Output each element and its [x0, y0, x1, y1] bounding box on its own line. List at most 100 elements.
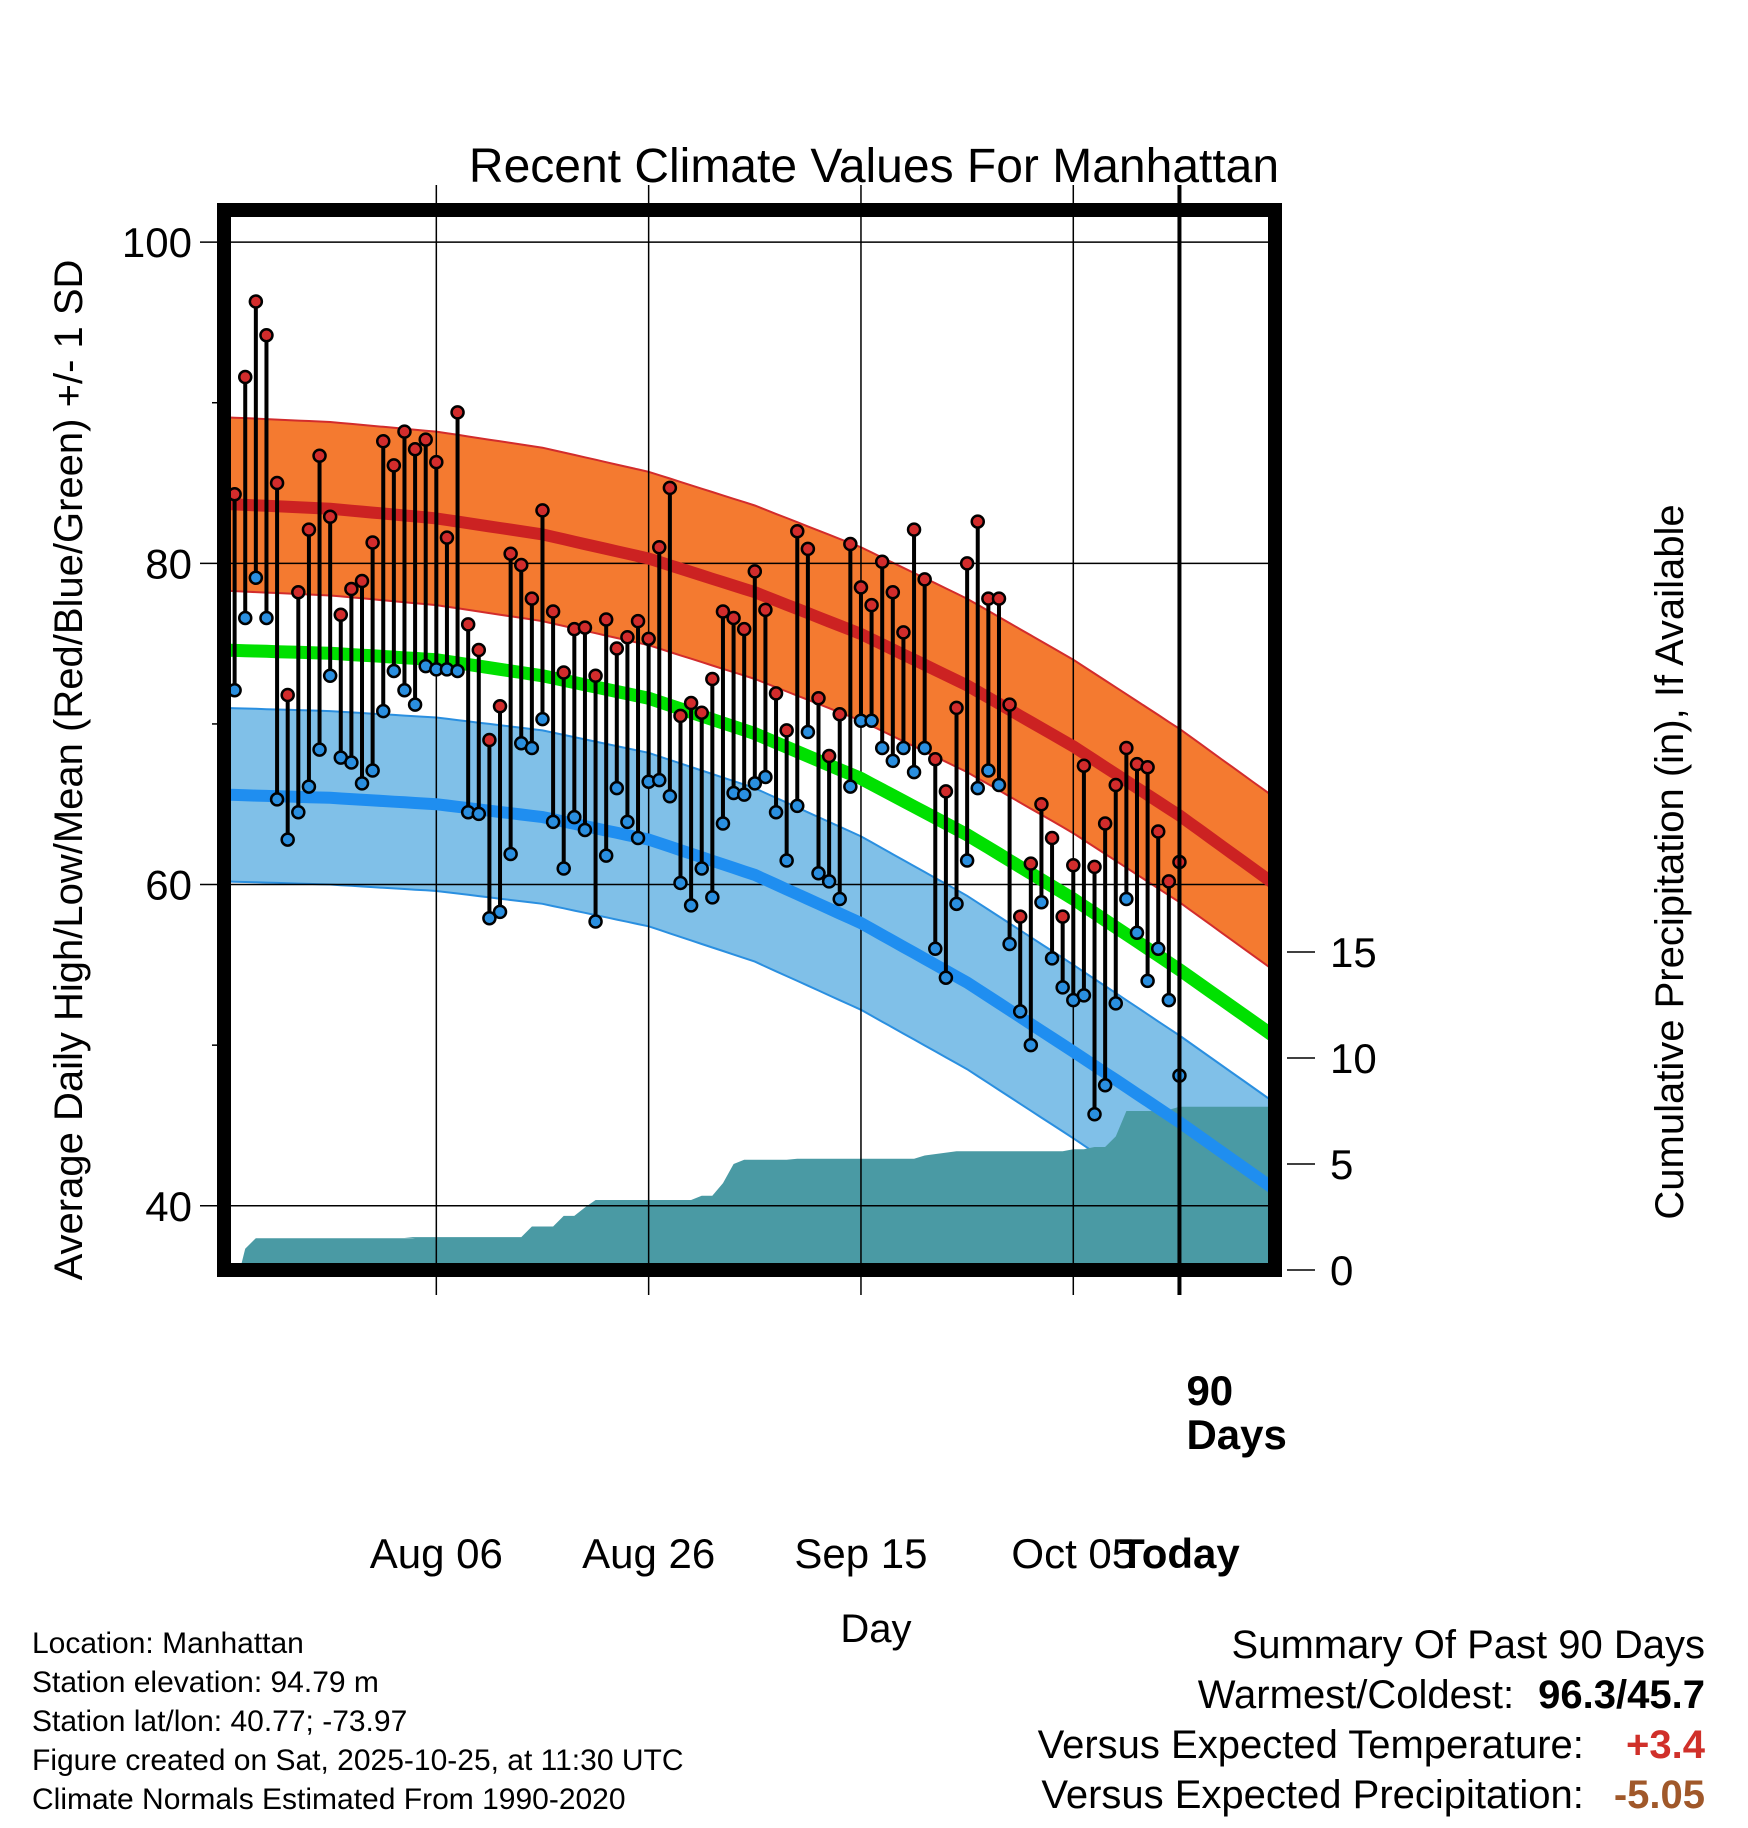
low-point-13: [354, 776, 370, 791]
today-marker-label-count: 90: [1186, 1367, 1233, 1414]
low-point-77: [1034, 894, 1049, 910]
low-point-15: [375, 703, 391, 719]
high-sd-band: [224, 417, 1275, 972]
low-point-16: [386, 663, 402, 679]
latlon-text: Station lat/lon: 40.77; -73.97: [32, 1705, 408, 1738]
high-point-65: [906, 522, 922, 537]
low-point-14: [365, 763, 380, 778]
warmest-value: 96.3: [1538, 1673, 1617, 1717]
low-point-76: [1023, 1037, 1039, 1053]
high-point-15: [375, 434, 391, 449]
warm-cold-label: Warmest/Coldest:: [1197, 1673, 1515, 1717]
today-marker-label-unit: Days: [1186, 1411, 1286, 1458]
low-point-18: [407, 697, 423, 712]
high-point-76: [1023, 856, 1039, 871]
high-point-63: [885, 584, 901, 600]
low-point-24: [471, 806, 487, 822]
warm-cold-values: 96.3/45.7: [1538, 1670, 1705, 1720]
warm-cold-separator: /: [1616, 1673, 1628, 1717]
high-point-11: [333, 607, 349, 622]
low-point-41: [652, 772, 667, 788]
high-point-48: [726, 610, 741, 626]
low-point-33: [567, 809, 582, 825]
precip-anomaly-row: Versus Expected Precipitation: -5.05: [1038, 1770, 1705, 1820]
low-point-8: [301, 779, 317, 794]
high-point-46: [705, 671, 720, 687]
high-point-18: [407, 442, 423, 457]
high-point-81: [1076, 758, 1092, 773]
low-point-32: [556, 861, 571, 876]
low-point-71: [970, 780, 985, 796]
low-point-7: [291, 805, 306, 820]
temp-anomaly-value: +3.4: [1626, 1723, 1705, 1767]
high-point-44: [683, 695, 699, 711]
low-sd-band: [224, 707, 1275, 1270]
low-point-39: [630, 830, 646, 846]
low-point-42: [662, 788, 678, 804]
low-point-67: [928, 941, 943, 957]
low-point-25: [482, 911, 497, 926]
low-point-56: [811, 866, 826, 881]
low-point-17: [397, 682, 412, 698]
high-point-10: [322, 509, 338, 525]
low-point-36: [598, 848, 614, 863]
low-point-88: [1150, 941, 1166, 957]
high-point-84: [1108, 777, 1124, 793]
low-point-86: [1129, 925, 1145, 940]
high-point-58: [832, 707, 847, 722]
low-point-4: [259, 610, 274, 626]
low-point-53: [779, 853, 794, 868]
high-point-25: [482, 732, 497, 748]
low-point-61: [864, 713, 879, 728]
low-point-52: [768, 805, 784, 820]
chart-title: Recent Climate Values For Manhattan: [469, 140, 1279, 193]
high-point-49: [736, 621, 752, 637]
high-point-87: [1140, 760, 1155, 775]
low-point-63: [885, 753, 901, 769]
tick-label-x-today: Today: [1119, 1530, 1240, 1577]
high-point-17: [397, 424, 412, 439]
tick-label-x-sep-15: Sep 15: [794, 1530, 927, 1577]
high-point-19: [418, 432, 433, 447]
low-point-81: [1076, 988, 1092, 1003]
high-point-23: [460, 617, 476, 632]
low-point-3: [248, 570, 264, 586]
high-point-61: [864, 597, 879, 613]
tick-label-y2-15: 15: [1330, 929, 1377, 976]
high-point-60: [853, 580, 869, 595]
low-point-65: [906, 764, 922, 780]
low-point-75: [1012, 1004, 1028, 1019]
high-point-4: [259, 328, 274, 343]
y-axis-label: Average Daily High/Low/Mean (Red/Blue/Gr…: [47, 260, 91, 1281]
low-point-64: [896, 740, 911, 756]
high-point-31: [545, 604, 561, 619]
high-point-28: [514, 557, 529, 573]
daily-range-stems: [232, 301, 1182, 1115]
low-point-55: [800, 724, 816, 740]
high-point-38: [620, 629, 635, 645]
high-point-24: [471, 642, 487, 658]
high-point-68: [938, 784, 954, 799]
temp-anomaly-label: Versus Expected Temperature:: [1037, 1723, 1584, 1767]
low-point-58: [832, 891, 847, 907]
tick-label-y2-5: 5: [1330, 1141, 1353, 1188]
precipitation-area: [239, 1106, 1275, 1270]
high-point-14: [365, 535, 380, 550]
high-point-71: [970, 514, 985, 529]
normals-text: Climate Normals Estimated From 1990-2020: [32, 1783, 626, 1816]
low-point-38: [620, 814, 635, 830]
high-point-22: [450, 405, 465, 420]
low-point-49: [736, 787, 752, 802]
high-point-77: [1034, 796, 1049, 812]
high-point-85: [1119, 740, 1134, 756]
low-point-5: [269, 792, 285, 807]
high-point-7: [291, 584, 306, 600]
high-point-75: [1012, 909, 1028, 924]
high-point-35: [588, 668, 603, 684]
low-point-27: [503, 846, 518, 862]
high-point-82: [1087, 859, 1102, 875]
normal-lines: [224, 497, 1275, 1195]
high-point-29: [524, 591, 540, 606]
high-point-20: [429, 454, 444, 470]
high-point-32: [556, 665, 571, 680]
